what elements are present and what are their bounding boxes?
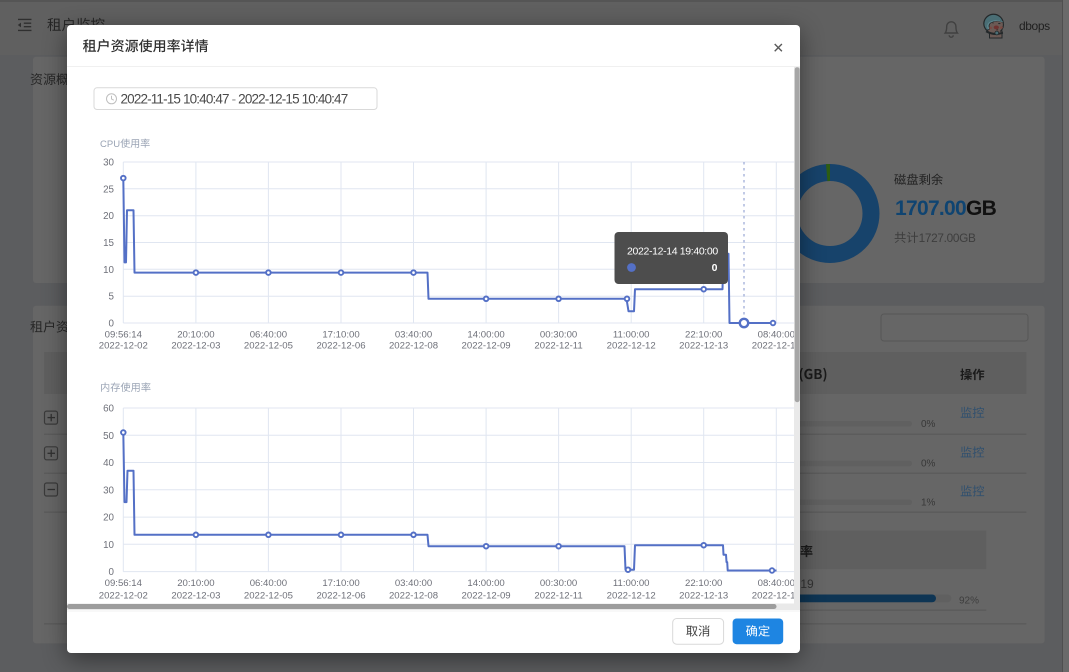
svg-text:5: 5 [109,292,115,303]
svg-text:CPU: CPU [100,139,120,150]
svg-text:25: 25 [103,184,114,195]
svg-text:03:40:00: 03:40:00 [395,330,432,341]
svg-text:20:10:00: 20:10:00 [177,330,214,341]
svg-text:2022-12-03: 2022-12-03 [171,341,220,352]
svg-text:20: 20 [103,211,114,222]
svg-text:40: 40 [103,458,114,469]
svg-text:1727.00GB: 1727.00GB [919,231,976,245]
svg-text:00:30:00: 00:30:00 [540,330,577,341]
svg-text:0: 0 [109,319,115,330]
svg-text:14:00:00: 14:00:00 [467,330,504,341]
svg-text:2022-12-09: 2022-12-09 [462,341,511,352]
svg-text:0%: 0% [921,459,936,470]
svg-text:50: 50 [103,431,114,442]
svg-text:2022-11-15 10:40:47 - 2022-12-: 2022-11-15 10:40:47 - 2022-12-15 10:40:4… [121,91,348,106]
svg-text:.19: .19 [797,577,814,591]
svg-text:03:40:00: 03:40:00 [395,578,432,589]
svg-text:0%: 0% [921,419,936,430]
svg-text:2022-12-08: 2022-12-08 [389,591,438,602]
svg-text:2022-12-02: 2022-12-02 [99,591,148,602]
svg-text:2022-12-09: 2022-12-09 [462,591,511,602]
svg-text:09:56:14: 09:56:14 [105,330,143,341]
svg-text:30: 30 [103,158,114,169]
svg-text:17:10:00: 17:10:00 [322,330,359,341]
svg-text:22:10:00: 22:10:00 [685,578,722,589]
svg-text:2022-12-14 19:40:00: 2022-12-14 19:40:00 [627,246,718,258]
svg-text:2022-12-03: 2022-12-03 [171,591,220,602]
svg-text:2022-12-05: 2022-12-05 [244,591,293,602]
svg-text:10: 10 [103,540,114,551]
svg-text:09:56:14: 09:56:14 [105,578,143,589]
svg-text:2022-12-08: 2022-12-08 [389,341,438,352]
svg-text:60: 60 [103,404,114,415]
svg-text:15: 15 [103,238,114,249]
svg-text:2022-12-13: 2022-12-13 [679,591,728,602]
svg-text:11:00:00: 11:00:00 [613,330,650,341]
svg-text:2022-12-15: 2022-12-15 [752,591,800,602]
svg-text:20:10:00: 20:10:00 [177,578,214,589]
svg-text:1707.00GB: 1707.00GB [895,197,997,220]
svg-text:2022-12-12: 2022-12-12 [607,591,656,602]
svg-text:30: 30 [103,485,114,496]
svg-text:2022-12-06: 2022-12-06 [316,341,365,352]
svg-text:14:00:00: 14:00:00 [467,578,504,589]
svg-text:dbops: dbops [1019,19,1050,33]
svg-text:10: 10 [103,265,114,276]
svg-text:08:40:00: 08:40:00 [758,330,795,341]
svg-text:17:10:00: 17:10:00 [322,578,359,589]
svg-text:22:10:00: 22:10:00 [685,330,722,341]
svg-text:2022-12-12: 2022-12-12 [607,341,656,352]
svg-text:11:00:00: 11:00:00 [613,578,650,589]
svg-text:2022-12-13: 2022-12-13 [679,341,728,352]
svg-text:06:40:00: 06:40:00 [250,330,287,341]
svg-text:0: 0 [109,567,115,578]
svg-text:0: 0 [712,262,718,274]
svg-text:2022-12-02: 2022-12-02 [99,341,148,352]
svg-text:2022-12-11: 2022-12-11 [534,591,582,602]
svg-text:06:40:00: 06:40:00 [250,578,287,589]
svg-text:2022-12-05: 2022-12-05 [244,341,293,352]
svg-text:08:40:00: 08:40:00 [758,578,795,589]
svg-text:00:30:00: 00:30:00 [540,578,577,589]
svg-text:20: 20 [103,513,114,524]
svg-text:1%: 1% [921,498,936,509]
svg-text:2022-12-11: 2022-12-11 [534,341,582,352]
svg-text:92%: 92% [959,596,979,607]
svg-text:2022-12-15: 2022-12-15 [752,341,800,352]
svg-text:2022-12-06: 2022-12-06 [316,591,365,602]
